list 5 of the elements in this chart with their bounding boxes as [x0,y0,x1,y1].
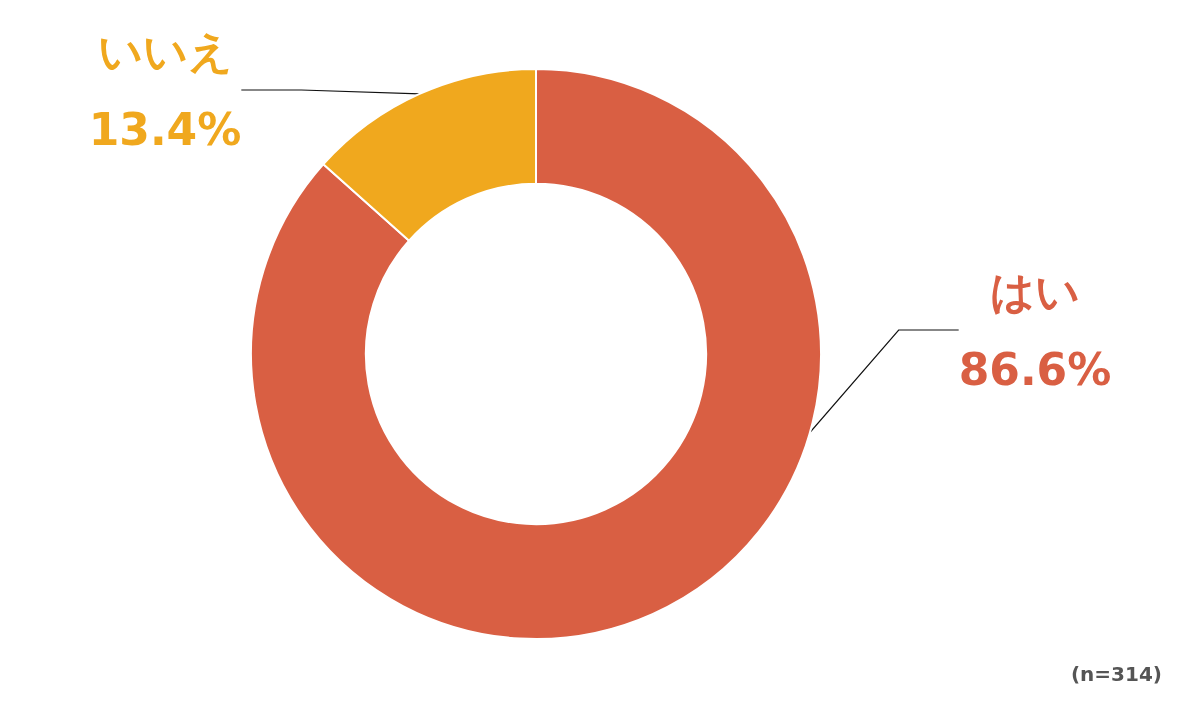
slice-label: はい [990,265,1080,317]
text: (n=314) [1070,662,1163,686]
data-label: 86.6% [958,343,1112,395]
data-label: 13.4% [88,103,242,155]
slice-label: いいえ [97,25,233,77]
